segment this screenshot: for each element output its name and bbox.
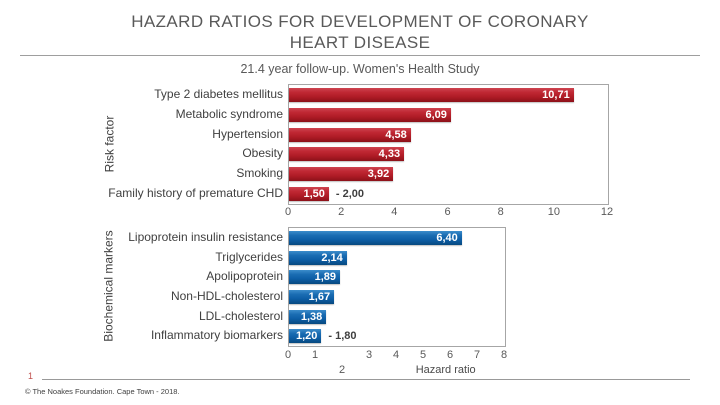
hazard-bar: 1,50 bbox=[289, 187, 329, 202]
slide-title-line1: HAZARD RATIOS FOR DEVELOPMENT OF CORONAR… bbox=[131, 12, 589, 31]
bar-row: 1,20 - 1,80 bbox=[289, 326, 505, 346]
risk-factor-plot: 10,71 6,09 4,58 4,33 3,92 1,50 - 2,00 bbox=[288, 84, 609, 205]
hazard-bar: 1,89 bbox=[289, 270, 341, 285]
category-label: Non-HDL-cholesterol bbox=[170, 288, 283, 303]
range-upper-label: - 1,80 bbox=[328, 330, 357, 343]
slide-title-line2: HEART DISEASE bbox=[289, 33, 431, 52]
bar-value-label: 2,14 bbox=[321, 251, 343, 264]
displaced-tick-2: 2 bbox=[338, 364, 346, 376]
bar-row: 4,33 bbox=[289, 144, 608, 164]
axis-tick-label: 3 bbox=[365, 349, 373, 361]
category-label: Metabolic syndrome bbox=[175, 106, 283, 121]
slide-subtitle: 21.4 year follow-up. Women's Health Stud… bbox=[240, 62, 480, 76]
slide-title: HAZARD RATIOS FOR DEVELOPMENT OF CORONAR… bbox=[60, 11, 660, 53]
hazard-bar: 1,67 bbox=[289, 289, 335, 304]
hazard-bar: 6,40 bbox=[289, 230, 462, 245]
category-label: Hypertension bbox=[212, 126, 283, 141]
axis-tick-label: 4 bbox=[392, 349, 400, 361]
category-label: Apolipoprotein bbox=[206, 269, 283, 284]
bar-row: 4,58 bbox=[289, 125, 608, 145]
bar-value-label: 1,67 bbox=[308, 290, 331, 303]
bar-value-label: 1,20 bbox=[295, 330, 318, 343]
biomarker-plot: 6,40 2,14 1,89 1,67 1,38 1,20 - 1,80 bbox=[288, 227, 506, 347]
axis-tick-label: 1 bbox=[311, 349, 319, 361]
risk-factor-x-axis: 0 2 4 6 8 10 12 bbox=[284, 206, 613, 219]
bar-row: 1,89 bbox=[289, 267, 505, 287]
bar-row: 6,40 bbox=[289, 228, 505, 248]
bar-value-label: 6,09 bbox=[425, 108, 447, 121]
hazard-bar: 2,14 bbox=[289, 250, 347, 265]
axis-tick-label: 0 bbox=[284, 206, 292, 218]
hazard-bar: 4,58 bbox=[289, 127, 411, 142]
risk-factor-category-labels: Type 2 diabetes mellitus Metabolic syndro… bbox=[40, 84, 283, 203]
bar-row: 6,09 bbox=[289, 105, 608, 125]
axis-tick-label: 12 bbox=[600, 206, 614, 218]
axis-tick-label: 8 bbox=[497, 206, 504, 218]
category-label: Triglycerides bbox=[215, 249, 283, 264]
bar-row: 2,14 bbox=[289, 248, 505, 268]
copyright-text: © The Noakes Foundation. Cape Town - 201… bbox=[25, 387, 180, 396]
axis-tick-label: 10 bbox=[547, 206, 560, 218]
bar-value-label: 10,71 bbox=[542, 88, 570, 101]
biomarker-x-axis: 0 1 3 4 5 6 7 8 bbox=[284, 349, 508, 362]
bar-value-label: 6,40 bbox=[436, 231, 458, 244]
category-label: Inflammatory biomarkers bbox=[150, 328, 283, 343]
category-label: Obesity bbox=[242, 146, 283, 161]
hazard-bar: 1,20 bbox=[289, 329, 322, 344]
hazard-bar: 10,71 bbox=[289, 87, 574, 102]
title-divider-line bbox=[20, 55, 700, 56]
bar-value-label: 4,58 bbox=[385, 128, 407, 141]
bar-value-label: 1,89 bbox=[314, 271, 337, 284]
axis-tick-label: 7 bbox=[473, 349, 481, 361]
bar-value-label: 3,92 bbox=[367, 168, 390, 181]
biomarker-category-labels: Lipoprotein insulin resistance Triglyceri… bbox=[40, 227, 283, 345]
bar-row: 10,71 bbox=[289, 85, 608, 105]
axis-tick-label: 4 bbox=[391, 206, 398, 218]
category-label: Smoking bbox=[236, 166, 283, 181]
biomarker-x-axis-row2: 2 Hazard ratio bbox=[288, 364, 504, 377]
hazard-ratio-axis-label: Hazard ratio bbox=[415, 364, 476, 376]
category-label: Type 2 diabetes mellitus bbox=[154, 86, 283, 101]
bar-row: 1,67 bbox=[289, 287, 505, 307]
axis-tick-label: 5 bbox=[419, 349, 427, 361]
page-number: 1 bbox=[28, 371, 34, 381]
bar-value-label: 1,38 bbox=[300, 310, 323, 323]
footer-divider-line bbox=[42, 379, 690, 380]
axis-tick-label: 8 bbox=[500, 349, 508, 361]
category-label: LDL-cholesterol bbox=[198, 308, 283, 323]
category-label: Lipoprotein insulin resistance bbox=[128, 229, 283, 244]
hazard-bar: 4,33 bbox=[289, 147, 405, 162]
hazard-bar: 3,92 bbox=[289, 167, 394, 182]
bar-value-label: 1,50 bbox=[303, 188, 325, 201]
range-upper-label: - 2,00 bbox=[335, 188, 365, 201]
axis-tick-label: 0 bbox=[284, 349, 292, 361]
bar-row: 3,92 bbox=[289, 164, 608, 184]
axis-tick-label: 2 bbox=[338, 206, 345, 218]
axis-tick-label: 6 bbox=[444, 206, 451, 218]
bar-value-label: 4,33 bbox=[378, 148, 401, 161]
bar-row: 1,50 - 2,00 bbox=[289, 184, 608, 204]
hazard-bar: 1,38 bbox=[289, 309, 327, 324]
bar-row: 1,38 bbox=[289, 307, 505, 327]
hazard-bar: 6,09 bbox=[289, 107, 451, 122]
category-label: Family history of premature CHD bbox=[108, 186, 283, 201]
axis-tick-label: 6 bbox=[446, 349, 454, 361]
